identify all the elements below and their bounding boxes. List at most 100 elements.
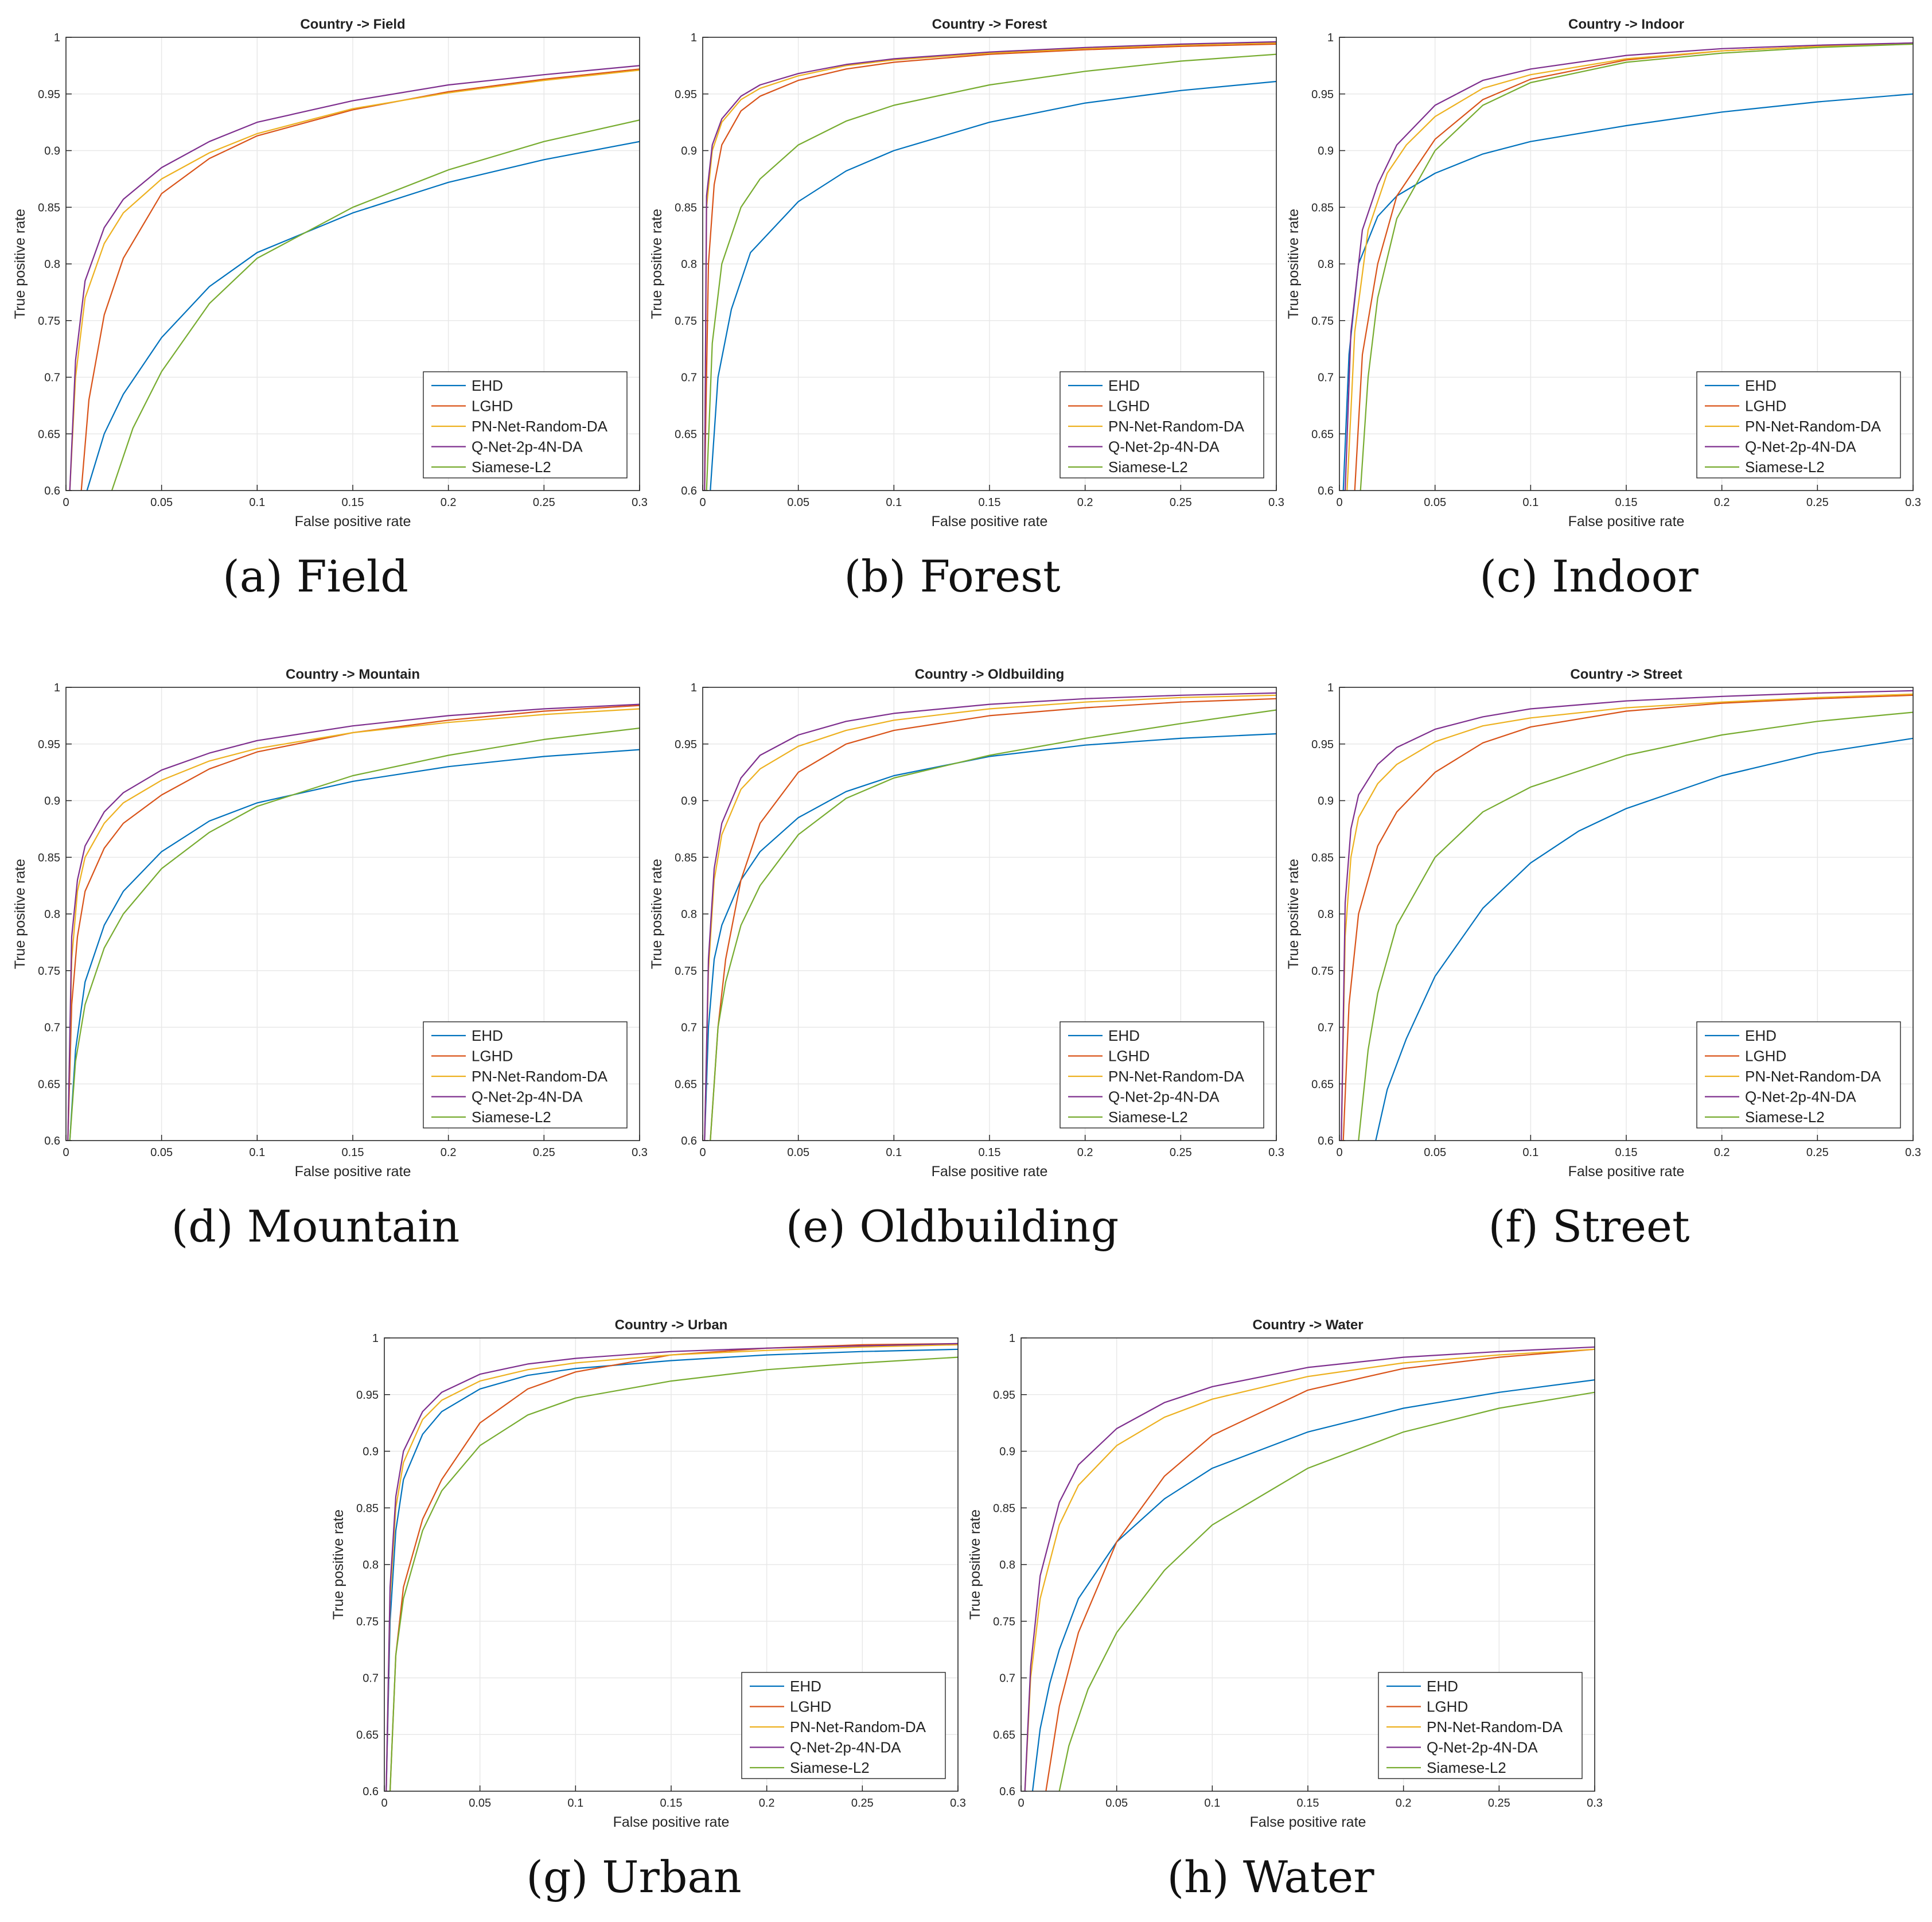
y-tick-label: 0.85 [675,201,697,214]
y-tick-label: 0.7 [44,372,60,384]
legend-label-lghd: LGHD [790,1698,831,1715]
x-tick-label: 0.1 [567,1797,583,1810]
y-tick-label: 0.7 [1318,372,1334,384]
y-tick-label: 0.9 [1318,145,1334,158]
legend-label-q-net-2p-4n-da: Q-Net-2p-4N-DA [1427,1739,1538,1756]
x-axis-label: False positive rate [1250,1814,1366,1830]
x-tick-label: 0.05 [150,496,173,509]
series-line-pn-net-random-da [1346,43,1913,491]
chart-svg-oldbuilding: 0 0.05 0.1 0.15 0.2 0.25 0.3 0.6 0.65 0.7 0.75 0.8 0… [649,667,1284,1180]
y-tick-label: 0.6 [999,1785,1015,1798]
series-line-lghd [80,68,640,491]
x-tick-label: 0 [699,1146,706,1159]
y-tick-label: 0.9 [44,145,60,158]
x-tick-label: 0.05 [787,1146,809,1159]
legend-box [423,371,628,478]
legend-label-ehd: EHD [1745,377,1777,394]
y-tick-label: 0.9 [999,1446,1015,1458]
x-tick-label: 0.05 [1105,1797,1128,1810]
y-tick-label: 0.65 [675,428,697,441]
caption-urban: (g) Urban [526,1851,742,1902]
series-line-lghd [710,698,1276,1141]
y-tick-label: 0.9 [681,795,697,808]
axes-frame [1339,37,1914,491]
y-axis-label: True positive rate [1286,859,1302,969]
axes-frame [702,687,1277,1141]
caption-forest: (b) Forest [844,551,1061,602]
x-tick-label: 0 [699,496,706,509]
series-line-ehd [69,749,640,1141]
series-line-pn-net-random-da [704,42,1276,491]
chart-title: Country -> Oldbuilding [915,667,1065,682]
x-tick-label: 0 [1336,496,1342,509]
caption-oldbuilding: (e) Oldbuilding [785,1201,1119,1252]
legend-label-q-net-2p-4n-da: Q-Net-2p-4N-DA [1108,438,1220,456]
legend-label-lghd: LGHD [1108,1048,1150,1065]
y-tick-label: 0.85 [1311,851,1334,864]
y-tick-label: 0.85 [38,201,60,214]
legend-box [1696,1021,1901,1129]
x-tick-label: 0 [63,1146,69,1159]
y-axis-label: True positive rate [967,1509,983,1620]
x-tick-label: 0.1 [249,496,265,509]
legend-label-q-net-2p-4n-da: Q-Net-2p-4N-DA [790,1739,901,1756]
legend-label-pn-net-random-da: PN-Net-Random-DA [1108,1068,1245,1085]
legend: EHD LGHD PN-Net-Random-DA Q-Net-2p-4N-DA Sia… [741,1672,946,1779]
y-tick-label: 0.6 [1318,1135,1334,1147]
y-tick-label: 0.9 [681,145,697,158]
x-tick-label: 0.3 [1268,496,1284,509]
y-tick-label: 1 [691,682,697,694]
x-tick-label: 0.3 [632,496,648,509]
y-tick-label: 0.6 [44,485,60,497]
x-tick-label: 0.2 [441,496,457,509]
y-tick-label: 0.6 [1318,485,1334,497]
series-line-pn-net-random-da [704,694,1276,1141]
y-tick-label: 0.7 [681,1022,697,1034]
x-tick-label: 0.15 [1297,1797,1319,1810]
chart-svg-street: 0 0.05 0.1 0.15 0.2 0.25 0.3 0.6 0.65 0.7 0.75 0.8 0… [1286,667,1921,1180]
legend-label-lghd: LGHD [472,1048,513,1065]
chart-title: Country -> Forest [932,17,1047,32]
caption-mountain: (d) Mountain [171,1201,460,1252]
x-axis-label: False positive rate [295,513,411,530]
x-tick-label: 0.15 [660,1797,683,1810]
x-tick-label: 0.05 [469,1797,491,1810]
y-tick-label: 0.7 [681,372,697,384]
legend-label-pn-net-random-da: PN-Net-Random-DA [1745,418,1882,435]
y-tick-label: 0.65 [38,428,60,441]
y-tick-label: 0.75 [356,1616,379,1628]
axes-frame [65,687,640,1141]
x-tick-label: 0.3 [1905,1146,1921,1159]
legend-box [1060,371,1264,478]
y-tick-label: 1 [1327,32,1334,44]
x-tick-label: 0.25 [1806,496,1829,509]
x-tick-label: 0.1 [1522,496,1538,509]
y-axis-label: True positive rate [12,859,28,969]
y-tick-label: 0.8 [999,1559,1015,1571]
x-tick-label: 0.15 [979,1146,1001,1159]
y-tick-label: 0.95 [38,738,60,751]
legend-label-siamese-l2: Siamese-L2 [472,1108,551,1126]
legend-label-q-net-2p-4n-da: Q-Net-2p-4N-DA [1745,438,1856,456]
chart-title: Country -> Indoor [1568,17,1684,32]
y-tick-label: 0.75 [1311,315,1334,328]
x-tick-label: 0.25 [851,1797,874,1810]
x-tick-label: 0.05 [1424,496,1446,509]
y-tick-label: 0.65 [356,1729,379,1741]
legend-box [741,1672,946,1779]
legend-label-q-net-2p-4n-da: Q-Net-2p-4N-DA [1108,1088,1220,1106]
y-tick-label: 0.6 [681,1135,697,1147]
chart-panel-mountain: 0 0.05 0.1 0.15 0.2 0.25 0.3 0.6 0.65 0.7 0.75 0.8 0… [0,650,648,1252]
y-tick-label: 0.8 [681,258,697,271]
y-tick-label: 1 [1009,1332,1015,1345]
chart-title: Country -> Street [1570,667,1682,682]
series-line-siamese-l2 [389,1356,958,1791]
axes-frame [702,37,1277,491]
y-tick-label: 0.65 [38,1078,60,1091]
y-tick-label: 0.8 [1318,258,1334,271]
series-line-lghd [704,43,1276,491]
series-line-siamese-l2 [710,709,1276,1141]
series-line-lghd [1045,1348,1595,1791]
chart-svg-indoor: 0 0.05 0.1 0.15 0.2 0.25 0.3 0.6 0.65 0.7 0.75 0.8 0… [1286,17,1921,530]
x-tick-label: 0.3 [632,1146,648,1159]
